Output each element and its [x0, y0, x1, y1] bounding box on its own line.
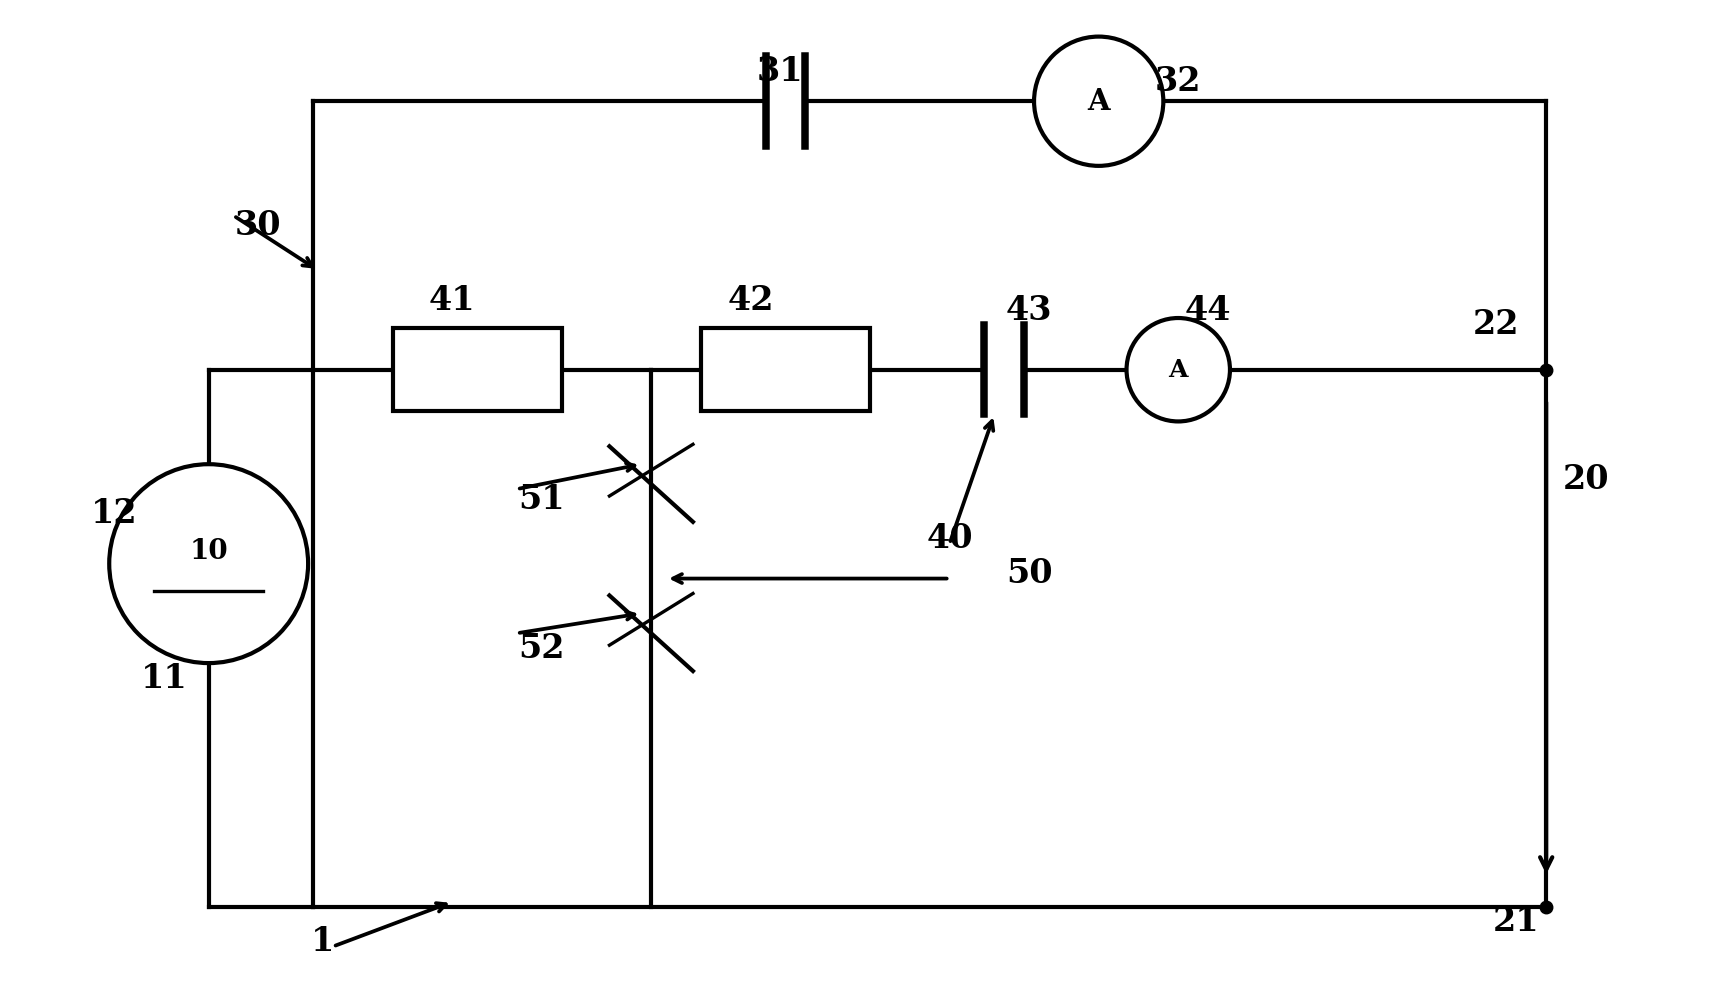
Text: A: A — [1088, 87, 1111, 116]
Text: 51: 51 — [519, 483, 566, 515]
Text: 22: 22 — [1474, 309, 1519, 342]
Text: 12: 12 — [92, 498, 137, 530]
Circle shape — [1035, 37, 1163, 166]
Bar — [701, 328, 870, 412]
Text: 41: 41 — [429, 284, 476, 317]
Circle shape — [109, 465, 308, 663]
Text: A: A — [1168, 358, 1189, 382]
Text: 50: 50 — [1005, 557, 1052, 590]
Circle shape — [1126, 318, 1230, 422]
Text: 1: 1 — [311, 925, 334, 958]
Text: 21: 21 — [1493, 905, 1540, 938]
Text: 44: 44 — [1185, 294, 1232, 327]
Text: 32: 32 — [1156, 65, 1202, 98]
Text: 40: 40 — [926, 522, 972, 555]
Text: 31: 31 — [758, 55, 804, 88]
Text: 42: 42 — [727, 284, 773, 317]
Text: 43: 43 — [1005, 294, 1052, 327]
Bar — [393, 328, 562, 412]
Text: 10: 10 — [189, 538, 228, 565]
Text: 11: 11 — [140, 661, 187, 694]
Text: 52: 52 — [519, 631, 566, 664]
Text: 20: 20 — [1562, 463, 1609, 496]
Text: 30: 30 — [235, 209, 282, 242]
